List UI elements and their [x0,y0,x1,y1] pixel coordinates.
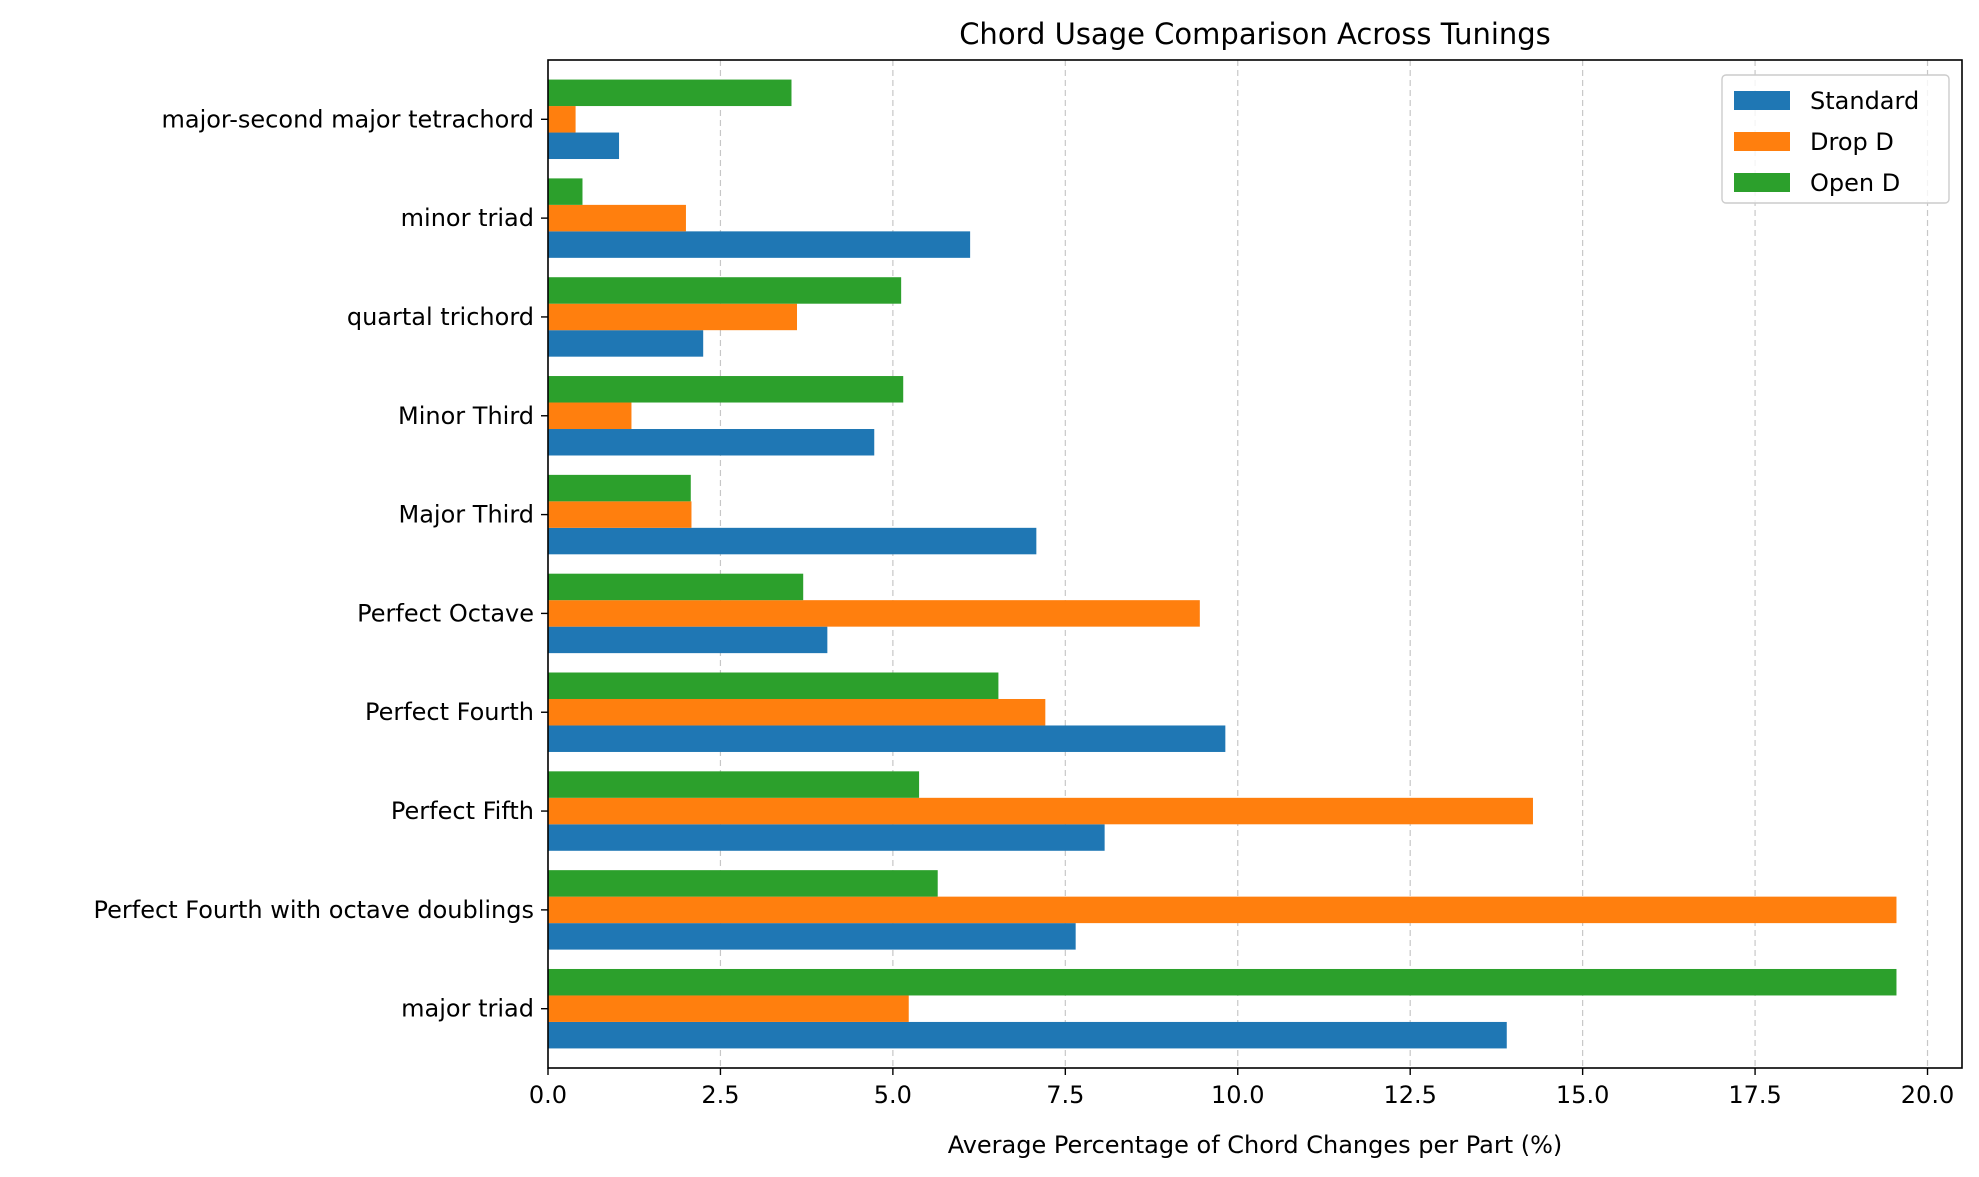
bar-open-d [548,771,920,798]
legend-swatch [1734,91,1790,110]
bar-open-d [548,870,938,897]
x-tick-label: 5.0 [874,1081,912,1109]
bar-open-d [548,573,804,601]
bar-standard [548,824,1105,851]
bar-standard [548,231,971,258]
bar-open-d [548,968,1897,996]
y-tick-label: Perfect Fifth [391,797,534,825]
plot-frame [547,59,1963,1069]
x-tick-label: 0.0 [529,1081,567,1109]
bar-standard [548,626,828,654]
legend-label: Standard [1810,87,1919,115]
x-axis-label: Average Percentage of Chord Changes per … [948,1131,1563,1159]
bar-standard [548,923,1076,950]
bar-drop-d [548,600,1200,627]
x-tick-label: 15.0 [1556,1081,1609,1109]
y-tick-label: major-second major tetrachord [161,105,534,133]
bar-drop-d [548,995,909,1022]
bars [548,79,1897,1049]
bar-open-d [548,376,904,403]
bar-drop-d [548,204,686,232]
y-tick-label: Perfect Fourth with octave doublings [94,896,534,924]
bar-drop-d [548,402,632,430]
y-axis: major triad Perfect Fourth with octave do… [94,105,548,1023]
bar-drop-d [548,698,1046,726]
bar-open-d [548,474,691,502]
x-axis: 0.0 2.5 5.0 7.5 10.0 12.5 15.0 17.5 20.0 [529,1068,1954,1109]
bar-standard [548,527,1037,555]
legend-label: Open D [1810,169,1900,197]
legend-swatch [1734,132,1790,151]
bar-open-d [548,672,999,699]
legend-swatch [1734,173,1790,192]
bar-open-d [548,178,583,205]
bar-drop-d [548,896,1897,924]
x-tick-label: 17.5 [1728,1081,1781,1109]
legend: Standard Drop D Open D [1721,74,1950,204]
bar-open-d [548,277,902,304]
y-tick-label: major triad [401,995,534,1023]
bar-standard [548,725,1226,752]
y-tick-label: Minor Third [398,402,534,430]
y-tick-label: Major Third [399,501,534,529]
y-tick-label: Perfect Octave [357,599,534,627]
bar-standard [548,330,704,357]
x-tick-label: 12.5 [1383,1081,1436,1109]
legend-label: Drop D [1810,128,1894,156]
bar-standard [548,132,620,160]
y-tick-label: quartal trichord [347,303,534,331]
bar-standard [548,429,875,456]
bar-open-d [548,79,792,107]
bar-drop-d [548,106,576,133]
chart-title: Chord Usage Comparison Across Tunings [959,17,1551,51]
x-tick-label: 7.5 [1046,1081,1084,1109]
bar-standard [548,1021,1507,1049]
bar-drop-d [548,501,692,528]
y-tick-label: Perfect Fourth [365,698,534,726]
bar-drop-d [548,797,1533,825]
x-tick-label: 20.0 [1901,1081,1954,1109]
x-tick-label: 10.0 [1211,1081,1264,1109]
x-tick-label: 2.5 [701,1081,739,1109]
bar-drop-d [548,303,798,331]
y-tick-label: minor triad [401,204,534,232]
